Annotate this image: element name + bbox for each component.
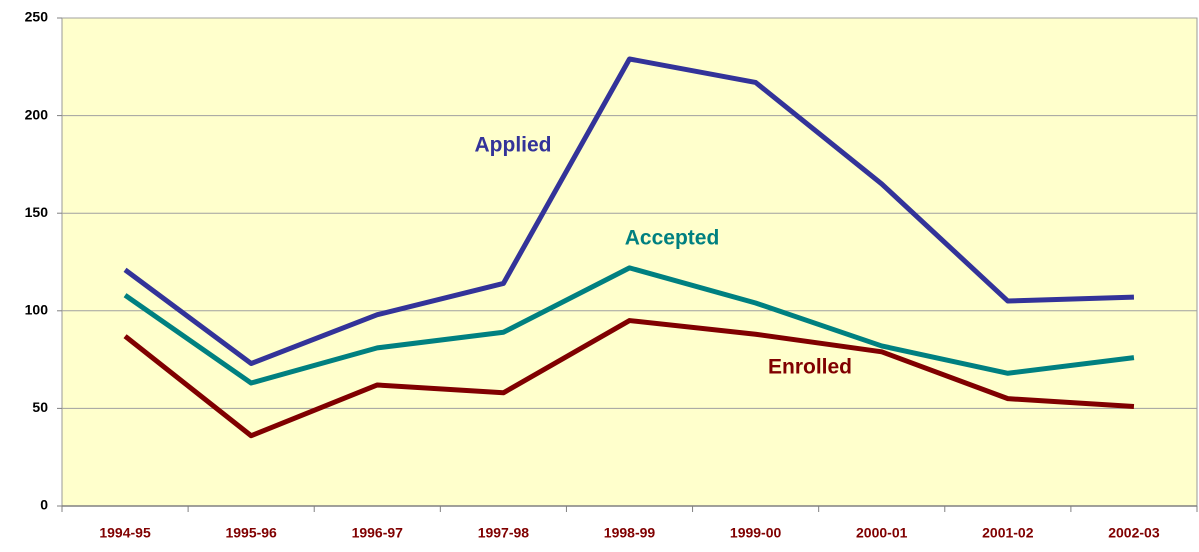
series-label: Enrolled xyxy=(768,356,852,379)
series-line xyxy=(123,265,1135,386)
y-tick-label: 100 xyxy=(25,302,49,318)
x-tick-label: 1996-97 xyxy=(352,525,404,541)
x-tick-label: 1994-95 xyxy=(99,525,151,541)
x-tick-label: 1998-99 xyxy=(604,525,656,541)
y-tick-label: 250 xyxy=(25,9,49,25)
x-tick-label: 1999-00 xyxy=(730,525,782,541)
x-tick-label: 2002-03 xyxy=(1108,525,1160,541)
series-line xyxy=(123,56,1135,367)
series-label: Applied xyxy=(475,134,552,157)
x-tick-label: 2001-02 xyxy=(982,525,1034,541)
series-line xyxy=(123,318,1135,439)
y-tick-label: 0 xyxy=(40,497,48,513)
series-label: Accepted xyxy=(625,227,720,250)
y-tick-label: 200 xyxy=(25,106,49,122)
x-tick-label: 1995-96 xyxy=(225,525,277,541)
x-tick-label: 2000-01 xyxy=(856,525,908,541)
plot-area xyxy=(61,17,1198,507)
y-tick-label: 50 xyxy=(32,399,48,415)
x-tick-label: 1997-98 xyxy=(478,525,530,541)
y-tick-label: 150 xyxy=(25,204,49,220)
